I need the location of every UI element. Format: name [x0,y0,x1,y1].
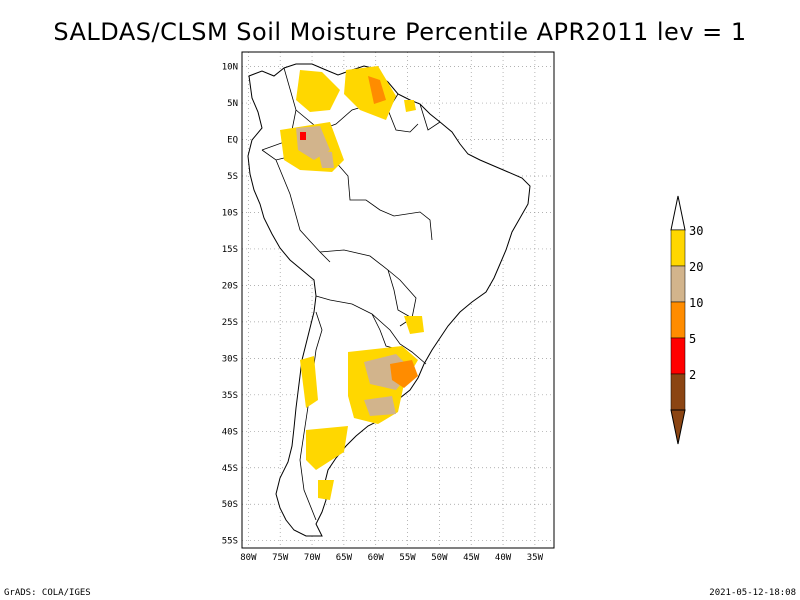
percentile-shading [280,66,424,500]
lat-tick-label: 25S [222,318,238,328]
shade-tan-ar2 [364,396,396,416]
lon-tick-label: 65W [336,553,353,563]
shade-red-co [300,132,306,140]
lat-tick-label: EQ [227,136,238,146]
legend-label: 30 [689,224,703,238]
lon-tick-label: 40W [495,553,512,563]
legend-swatch [670,373,686,411]
footer-timestamp: 2021-05-12-18:08 [709,588,796,598]
lat-tick-label: 55S [222,537,238,547]
lon-tick-label: 35W [527,553,544,563]
latitude-labels: 10N 5N EQ 5S 10S 15S 20S 25S 30S 35S 40S 45S 50S 55S [222,63,238,547]
lon-tick-label: 50W [431,553,448,563]
shade-yellow-pa [404,316,424,334]
shade-yellow-ne [344,66,396,120]
map-frame [241,51,555,549]
shade-yellow-north [296,70,340,112]
shade-orange-uy [390,360,418,388]
shade-yellow-pat [306,426,348,470]
lon-tick-label: 70W [304,553,321,563]
lat-tick-label: 5S [227,172,238,182]
footer-credit: GrADS: COLA/IGES [4,588,91,598]
legend-over-arrow [670,195,686,231]
shade-tan-pe [318,150,334,168]
legend-label: 20 [689,260,703,274]
lon-tick-label: 55W [399,553,416,563]
lat-tick-label: 10S [222,208,238,218]
legend-swatch [670,265,686,303]
lat-tick-label: 20S [222,281,238,291]
legend-swatch [670,337,686,375]
legend-under-arrow [670,409,686,445]
lat-tick-label: 5N [227,99,238,109]
color-legend: 30 20 10 5 2 [670,195,703,445]
lon-tick-label: 60W [368,553,385,563]
lat-tick-label: 10N [222,63,238,73]
shade-orange-ve [368,76,386,104]
lat-tick-label: 40S [222,427,238,437]
lat-tick-label: 50S [222,500,238,510]
lon-tick-label: 45W [463,553,480,563]
legend-swatch [670,301,686,339]
legend-label: 10 [689,296,703,310]
lat-tick-label: 45S [222,464,238,474]
lon-tick-label: 80W [240,553,257,563]
legend-swatch [670,229,686,267]
legend-label: 2 [689,368,696,382]
lat-tick-label: 15S [222,245,238,255]
lat-tick-label: 35S [222,391,238,401]
lon-tick-label: 75W [272,553,289,563]
shade-yellow-cl [300,356,318,408]
country-borders [261,67,441,521]
longitude-labels: 80W 75W 70W 65W 60W 55W 50W 45W 40W 35W [240,553,543,563]
shade-yellow-sp [318,480,334,500]
shade-yellow-gy [404,100,416,112]
map-title: SALDAS/CLSM Soil Moisture Percentile APR… [53,18,747,46]
lat-tick-label: 30S [222,354,238,364]
legend-label: 5 [689,332,696,346]
